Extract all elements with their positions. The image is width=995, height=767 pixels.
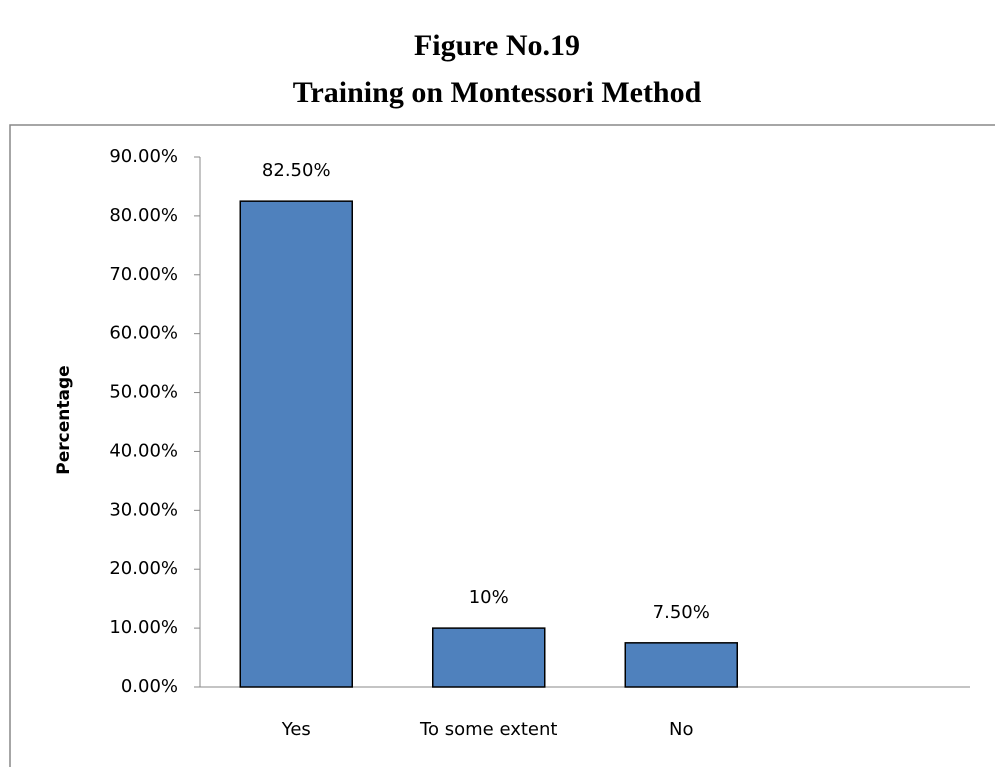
y-tick-label: 0.00% <box>121 676 178 697</box>
y-tick-label: 30.00% <box>109 499 178 520</box>
value-label: 10% <box>469 587 509 608</box>
x-tick-label: Yes <box>281 719 311 740</box>
chart-subtitle: Training on Montessori Method <box>293 76 702 109</box>
chart-frame <box>9 124 995 767</box>
y-tick-label: 10.00% <box>109 617 178 638</box>
y-tick-label: 20.00% <box>109 558 178 579</box>
bar <box>432 627 546 688</box>
chart-title: Figure No.19 <box>414 29 580 62</box>
y-tick-label: 70.00% <box>109 264 178 285</box>
bar <box>239 200 353 688</box>
x-tick-label: To some extent <box>419 719 557 740</box>
bar <box>624 642 738 688</box>
y-tick-label: 90.00% <box>109 146 178 167</box>
y-axis-label: Percentage <box>54 365 74 474</box>
value-label: 7.50% <box>653 602 710 623</box>
y-tick-label: 80.00% <box>109 205 178 226</box>
x-tick-label: No <box>669 719 693 740</box>
value-label: 82.50% <box>262 160 331 181</box>
y-tick-label: 60.00% <box>109 323 178 344</box>
y-tick-label: 50.00% <box>109 382 178 403</box>
y-tick-label: 40.00% <box>109 440 178 461</box>
